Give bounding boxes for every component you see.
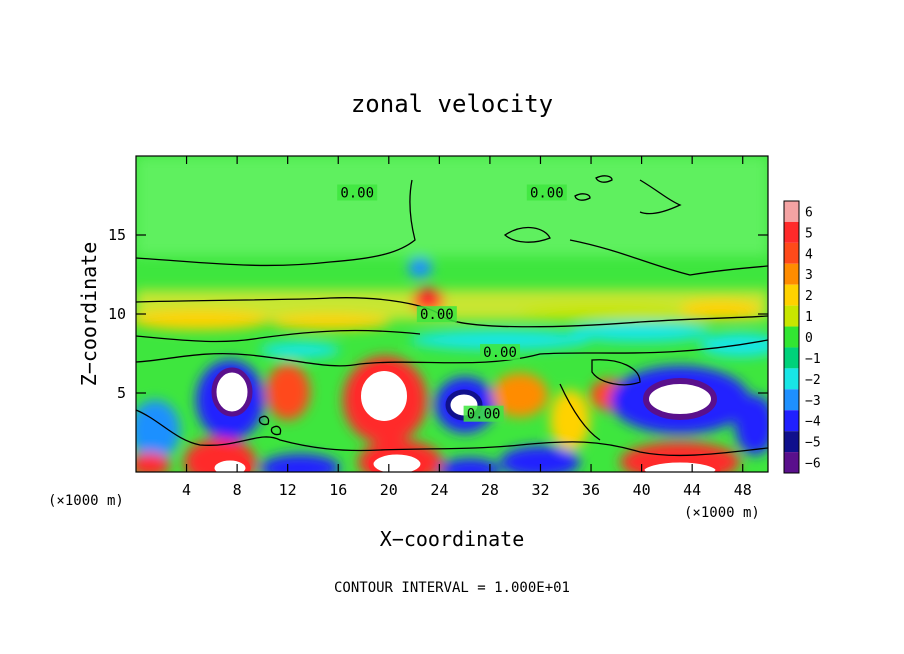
colorbar-swatch [784,326,799,348]
colorbar-label: −6 [805,457,821,472]
colorbar-swatch [784,368,799,390]
contour-lines [136,175,768,457]
contour-label: 0.00 [420,307,454,323]
x-tick-label: 12 [279,481,297,499]
contour-label-bg [526,184,567,201]
contour-label-bg [416,306,457,323]
x-axis-label: X−coordinate [380,527,525,551]
contour-labels: 0.00 0.00 0.00 0.00 0.00 [337,184,567,423]
y-tick-label: 10 [108,305,126,323]
colorbar-swatch [784,410,799,432]
x-tick-label: 36 [582,481,600,499]
y-tick-label: 5 [117,384,126,402]
colorbar-label: 5 [805,226,813,241]
colorbar-swatch [784,242,799,264]
x-tick-label: 24 [430,481,448,499]
colorbar-swatch [784,263,799,285]
contour-label: 0.00 [340,186,374,202]
plot-area: 0.00 0.00 0.00 0.00 0.00 [136,156,768,472]
x-tick-label: 4 [182,481,191,499]
contour-label-bg [337,184,378,201]
colorbar-label: 6 [805,205,813,220]
contour-label: 0.00 [530,186,564,202]
x-tick-label: 48 [734,481,752,499]
y-tick-label: 15 [108,226,126,244]
x-unit-label-right: (×1000 m) [684,505,760,521]
colorbar-label: 1 [805,310,813,325]
colorbar-label: −5 [805,436,821,451]
contour-label: 0.00 [483,345,517,361]
colorbar-label: 2 [805,289,813,304]
y-axis-label: Z−coordinate [77,242,101,387]
colorbar-swatch [784,389,799,411]
x-tick-label: 16 [329,481,347,499]
colorbar-label: −2 [805,373,821,388]
contour-label: 0.00 [467,407,501,423]
colorbar-swatch [784,201,799,222]
y-axis: 5 10 15 [108,226,768,402]
colorbar-swatch [784,452,799,473]
x-tick-label: 44 [683,481,701,499]
colorbar-frame [783,200,800,474]
colorbar-label: 0 [805,331,813,346]
colorbar-swatch [784,347,799,369]
colorbar-label: −1 [805,352,821,367]
x-tick-label: 8 [233,481,242,499]
velocity-field [136,156,768,472]
colorbar: 6 5 4 3 2 1 0 −1 −2 −3 −4 −5 −6 [783,200,821,474]
x-unit-label-left: (×1000 m) [48,493,124,509]
chart-title: zonal velocity [351,90,553,118]
contour-interval-footer: CONTOUR INTERVAL = 1.000E+01 [334,580,570,596]
x-axis: 4 8 12 16 20 24 28 32 36 40 44 48 [182,156,752,499]
x-tick-label: 20 [380,481,398,499]
colorbar-label: 4 [805,247,813,262]
colorbar-swatch [784,431,799,453]
colorbar-swatch [784,221,799,243]
contour-label-bg [480,344,521,361]
x-tick-label: 40 [633,481,651,499]
colorbar-label: −4 [805,415,821,430]
saturated-cores [209,365,721,472]
x-tick-label: 28 [481,481,499,499]
colorbar-swatch [784,305,799,327]
colorbar-swatch [784,284,799,306]
x-tick-label: 32 [531,481,549,499]
colorbar-label: −3 [805,394,821,409]
contour-label-bg [463,405,504,422]
colorbar-label: 3 [805,268,813,283]
